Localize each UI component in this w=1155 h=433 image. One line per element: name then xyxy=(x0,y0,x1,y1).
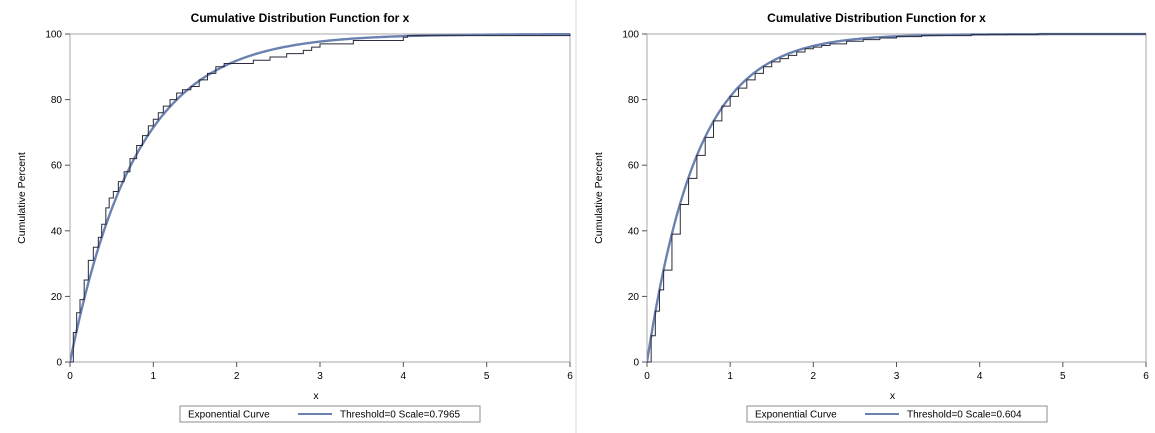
x-tick-label: 3 xyxy=(317,371,323,382)
cdf-panel-left: Cumulative Distribution Function for x 0 2… xyxy=(0,0,575,433)
fitted-exponential-curve xyxy=(647,32,1146,363)
y-tick-label: 0 xyxy=(56,358,62,369)
x-axis-label: x xyxy=(313,390,319,402)
x-tick-label: 6 xyxy=(567,371,573,382)
y-axis-label: Cumulative Percent xyxy=(16,152,28,244)
y-tick-label: 100 xyxy=(45,30,62,41)
empirical-cdf-step-line xyxy=(647,33,1146,363)
y-axis-label: Cumulative Percent xyxy=(593,152,605,244)
y-tick-label: 0 xyxy=(633,358,639,369)
chart-title: Cumulative Distribution Function for x xyxy=(191,11,410,25)
empirical-cdf-step-line xyxy=(70,34,571,363)
x-tick-label: 4 xyxy=(401,371,407,382)
y-tick-label: 100 xyxy=(622,30,639,41)
plot-area-frame xyxy=(646,33,1147,363)
y-tick-label: 20 xyxy=(628,292,640,303)
x-tick-label: 0 xyxy=(67,371,73,382)
y-tick-label: 40 xyxy=(628,226,640,237)
x-tick-label: 5 xyxy=(1060,371,1066,382)
cdf-panel-right: Cumulative Distribution Function for x 0 2… xyxy=(577,0,1155,433)
y-tick-label: 60 xyxy=(51,161,63,172)
cdf-chart: Cumulative Distribution Function for x 0 2… xyxy=(593,11,1149,423)
panel-divider xyxy=(575,0,577,433)
cdf-chart: Cumulative Distribution Function for x 0 2… xyxy=(16,11,573,423)
x-tick-label: 2 xyxy=(234,371,240,382)
x-tick-label: 4 xyxy=(977,371,983,382)
y-tick-label: 20 xyxy=(51,292,63,303)
x-tick-label: 6 xyxy=(1143,371,1149,382)
chart-title: Cumulative Distribution Function for x xyxy=(767,11,986,25)
x-tick-label: 1 xyxy=(727,371,733,382)
legend: Exponential Curve Threshold=0 Scale=0.604 xyxy=(746,405,1048,423)
legend: Exponential Curve Threshold=0 Scale=0.796… xyxy=(179,405,481,423)
y-tick-label: 40 xyxy=(51,226,63,237)
x-tick-label: 3 xyxy=(894,371,900,382)
x-tick-label: 5 xyxy=(484,371,490,382)
fitted-exponential-curve xyxy=(70,32,570,363)
x-tick-label: 1 xyxy=(151,371,157,382)
plot-area-frame xyxy=(69,33,571,363)
y-tick-label: 60 xyxy=(628,161,640,172)
x-tick-label: 2 xyxy=(811,371,817,382)
y-tick-label: 80 xyxy=(628,95,640,106)
legend-title: Exponential Curve xyxy=(188,410,270,421)
y-tick-label: 80 xyxy=(51,95,63,106)
legend-title: Exponential Curve xyxy=(755,410,837,421)
x-tick-label: 0 xyxy=(644,371,650,382)
legend-entry: Threshold=0 Scale=0.604 xyxy=(907,410,1022,421)
legend-entry: Threshold=0 Scale=0.7965 xyxy=(340,410,461,421)
x-axis-label: x xyxy=(890,390,896,402)
